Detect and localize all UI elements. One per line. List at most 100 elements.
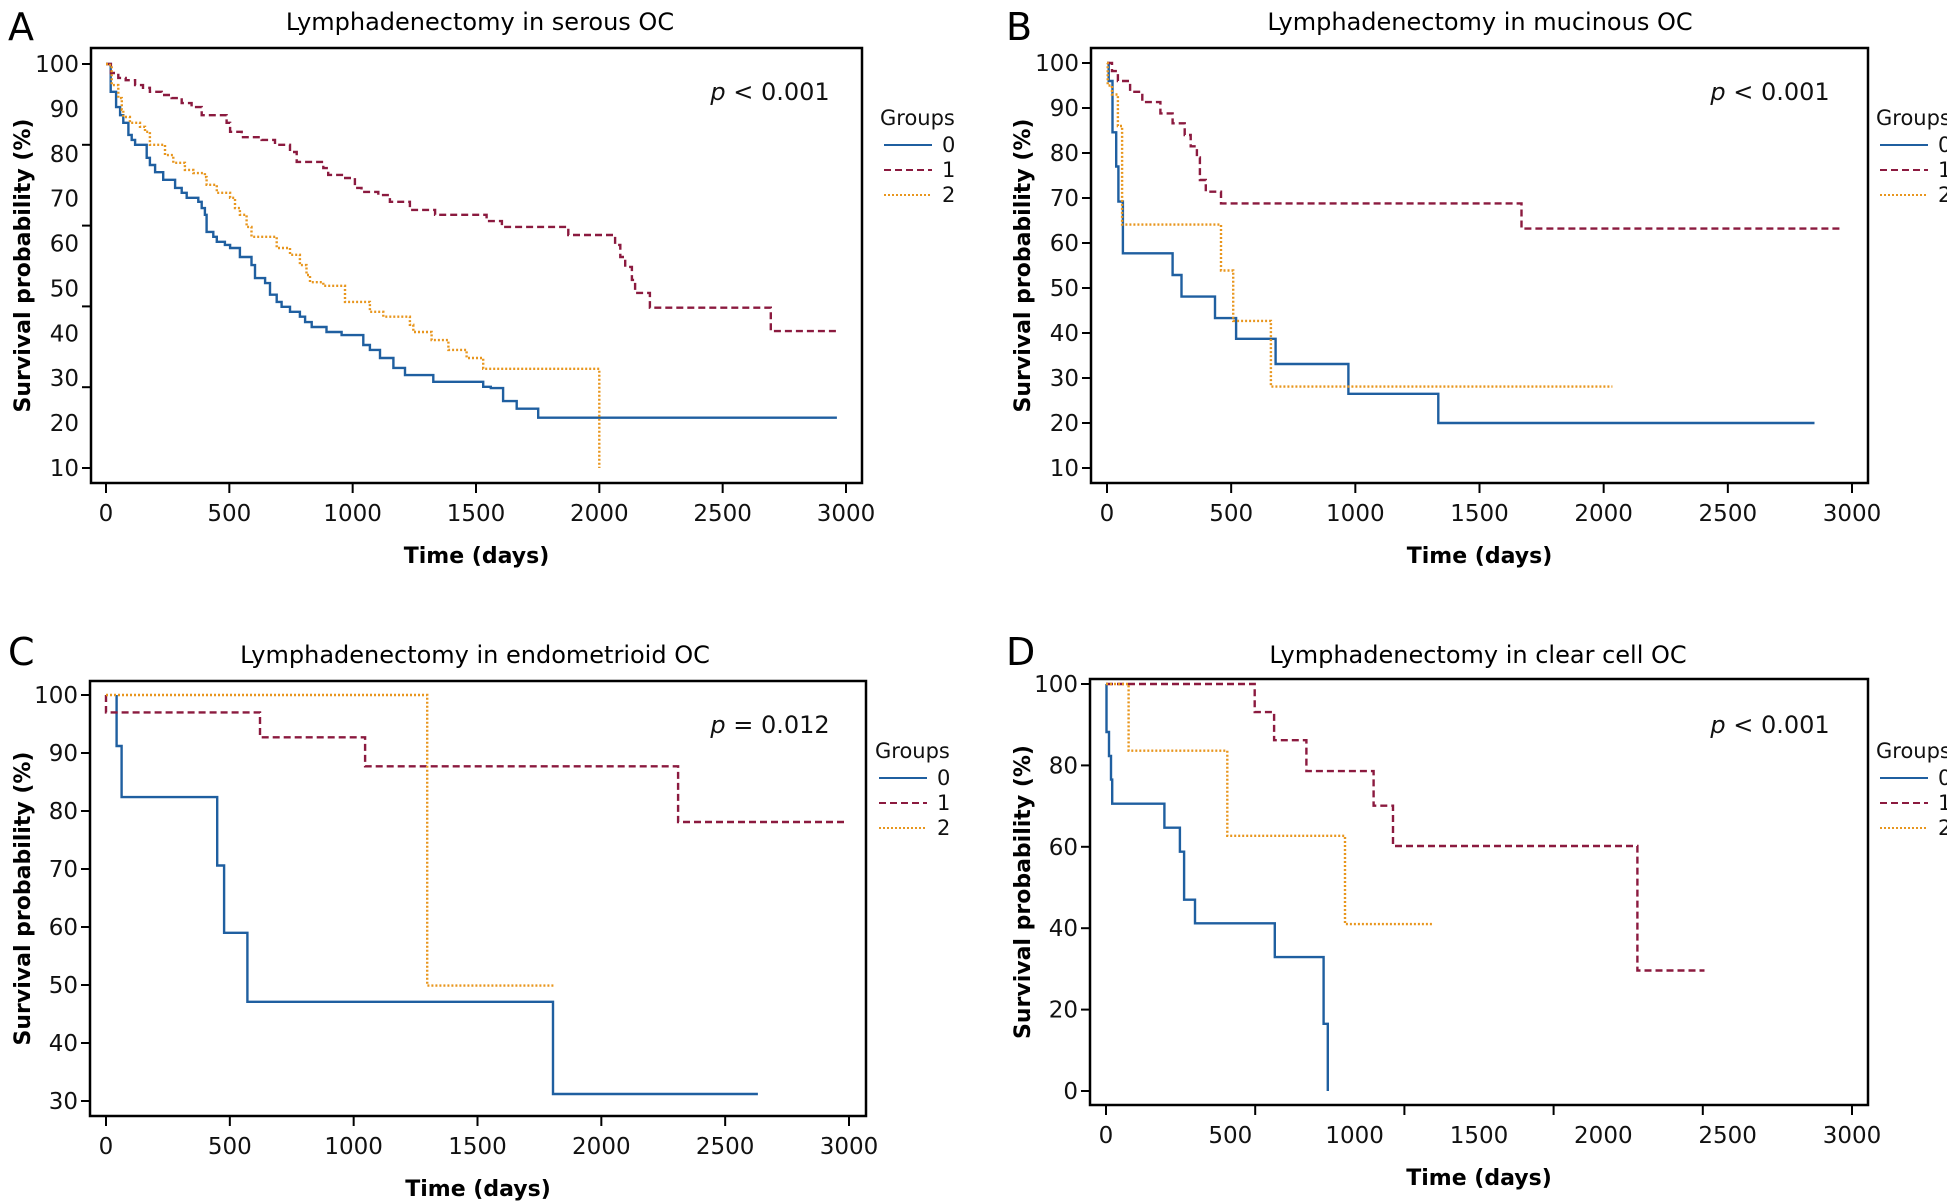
y-tick-label: 70 bbox=[1050, 186, 1079, 212]
legend-label-group-0: 0 bbox=[1938, 766, 1947, 790]
x-tick-label: 1500 bbox=[1450, 1123, 1509, 1149]
y-tick-label: 50 bbox=[1050, 276, 1079, 302]
survival-curves bbox=[104, 693, 846, 1096]
p-value-text: < 0.001 bbox=[726, 78, 830, 106]
x-tick-label: 3000 bbox=[1823, 501, 1882, 527]
legend: Groups 012 bbox=[880, 106, 955, 207]
y-tick-label: 10 bbox=[1050, 456, 1079, 482]
chart-title: Lymphadenectomy in clear cell OC bbox=[1269, 641, 1686, 669]
y-axis-label: Survival probability (%) bbox=[1011, 745, 1036, 1039]
y-tick-label: 90 bbox=[1050, 96, 1079, 122]
y-tick-label: 90 bbox=[50, 97, 79, 123]
legend-label-group-0: 0 bbox=[937, 766, 950, 790]
y-axis-label: Survival probability (%) bbox=[1011, 119, 1036, 413]
km-curve-group-1 bbox=[1107, 61, 1840, 230]
km-curve-group-0 bbox=[1105, 682, 1329, 1091]
x-tick-label: 0 bbox=[99, 501, 114, 527]
x-axis-label: Time (days) bbox=[1407, 544, 1553, 569]
y-tick-label: 30 bbox=[50, 366, 79, 392]
y-tick-label: 40 bbox=[50, 321, 79, 347]
x-tick-label: 2000 bbox=[570, 501, 629, 527]
y-tick-label: 60 bbox=[50, 232, 79, 258]
x-tick-label: 3000 bbox=[1823, 1123, 1882, 1149]
x-tick-label: 3000 bbox=[820, 1134, 879, 1160]
survival-curves bbox=[1105, 682, 1705, 1091]
x-tick-label: 2000 bbox=[572, 1134, 631, 1160]
legend: Groups 012 bbox=[1876, 106, 1947, 207]
x-tick-label: 500 bbox=[1209, 501, 1253, 527]
panel-letter: B bbox=[1006, 5, 1032, 49]
x-tick-label: 2500 bbox=[1698, 1123, 1757, 1149]
p-symbol: p bbox=[709, 78, 725, 106]
legend-label-group-1: 1 bbox=[1938, 791, 1947, 815]
y-tick-label: 30 bbox=[1050, 366, 1079, 392]
chart-title: Lymphadenectomy in mucinous OC bbox=[1267, 8, 1692, 36]
y-axis-label: Survival probability (%) bbox=[11, 119, 36, 413]
y-tick-label: 60 bbox=[49, 915, 78, 941]
panel-letter: A bbox=[8, 5, 34, 49]
legend-label-group-0: 0 bbox=[942, 133, 955, 157]
legend-label-group-2: 2 bbox=[942, 183, 955, 207]
x-tick-label: 500 bbox=[1208, 1123, 1252, 1149]
x-tick-label: 3000 bbox=[817, 501, 876, 527]
y-tick-label: 40 bbox=[1050, 321, 1079, 347]
x-tick-label: 0 bbox=[99, 1134, 114, 1160]
x-axis-label: Time (days) bbox=[405, 1177, 551, 1201]
panel-d: D Lymphadenectomy in clear cell OC1008060… bbox=[1006, 630, 1947, 1191]
y-tick-label: 40 bbox=[1049, 916, 1078, 942]
x-tick-label: 1500 bbox=[1450, 501, 1509, 527]
x-tick-label: 1000 bbox=[323, 501, 382, 527]
km-curve-group-1 bbox=[1106, 682, 1705, 972]
y-tick-label: 60 bbox=[1049, 835, 1078, 861]
y-tick-label: 20 bbox=[50, 411, 79, 437]
plot-frame bbox=[1089, 46, 1870, 485]
p-symbol: p bbox=[1709, 78, 1725, 106]
y-tick-label: 80 bbox=[49, 799, 78, 825]
x-tick-label: 0 bbox=[1099, 1123, 1114, 1149]
y-tick-label: 80 bbox=[1050, 141, 1079, 167]
legend-label-group-1: 1 bbox=[1938, 158, 1947, 182]
y-axis-label: Survival probability (%) bbox=[11, 752, 36, 1046]
y-tick-label: 50 bbox=[50, 276, 79, 302]
panel-b: B Lymphadenectomy in mucinous OC 100 90 80 70… bbox=[1006, 5, 1947, 569]
x-tick-label: 2000 bbox=[1574, 501, 1633, 527]
km-curve-group-0 bbox=[1107, 61, 1815, 425]
x-tick-label: 1000 bbox=[1326, 501, 1385, 527]
p-value-annotation: p < 0.001 bbox=[709, 78, 829, 106]
p-value-annotation: p < 0.001 bbox=[1709, 78, 1829, 106]
y-tick-label: 70 bbox=[50, 187, 79, 213]
survival-curves bbox=[1106, 61, 1840, 425]
panel-letter: D bbox=[1006, 630, 1035, 674]
panel-c: C Lymphadenectomy in endometrioid OC10090… bbox=[8, 630, 950, 1201]
p-value-text: = 0.012 bbox=[726, 711, 830, 739]
x-tick-label: 2500 bbox=[693, 501, 752, 527]
y-tick-label: 80 bbox=[1049, 753, 1078, 779]
y-tick-label: 100 bbox=[35, 52, 79, 78]
km-curve-group-2 bbox=[1106, 61, 1613, 388]
chart-title: Lymphadenectomy in serous OC bbox=[286, 8, 674, 36]
x-tick-label: 500 bbox=[207, 501, 251, 527]
x-tick-label: 2500 bbox=[696, 1134, 755, 1160]
y-tick-label: 100 bbox=[34, 683, 78, 709]
km-curve-group-2 bbox=[106, 693, 555, 987]
legend-label-group-2: 2 bbox=[937, 816, 950, 840]
legend-title: Groups bbox=[875, 739, 950, 763]
y-tick-label: 20 bbox=[1049, 998, 1078, 1024]
p-value-annotation: p = 0.012 bbox=[709, 711, 829, 739]
legend-label-group-1: 1 bbox=[942, 158, 955, 182]
plot-frame bbox=[88, 679, 868, 1118]
legend: Groups 012 bbox=[1876, 739, 1947, 840]
x-tick-label: 1500 bbox=[448, 1134, 507, 1160]
y-tick-label: 10 bbox=[50, 456, 79, 482]
legend-title: Groups bbox=[1876, 106, 1947, 130]
y-tick-label: 100 bbox=[1035, 51, 1079, 77]
x-axis-label: Time (days) bbox=[1406, 1166, 1552, 1191]
y-tick-label: 50 bbox=[49, 973, 78, 999]
legend-title: Groups bbox=[880, 106, 955, 130]
x-tick-label: 2500 bbox=[1699, 501, 1758, 527]
y-tick-label: 70 bbox=[49, 857, 78, 883]
km-curve-group-0 bbox=[115, 695, 758, 1096]
y-tick-label: 40 bbox=[49, 1031, 78, 1057]
km-curve-group-0 bbox=[106, 62, 837, 419]
